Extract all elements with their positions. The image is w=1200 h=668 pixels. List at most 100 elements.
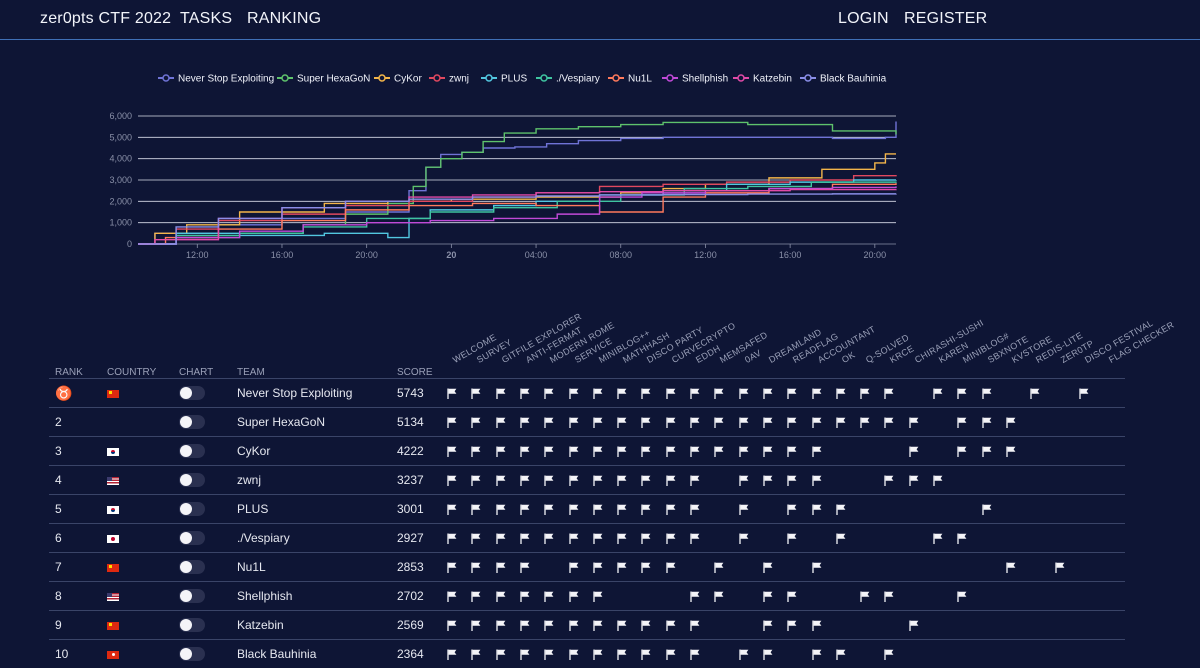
solved-flag-icon: [666, 475, 676, 486]
solved-flag-icon: [544, 649, 554, 660]
solved-flag-icon: [690, 388, 700, 399]
solved-flag-icon: [495, 533, 505, 544]
solved-flag-icon: [593, 591, 603, 602]
solved-flag-icon: [617, 533, 627, 544]
chart-toggle[interactable]: [179, 560, 205, 575]
legend-label: ./Vespiary: [556, 74, 600, 85]
y-tick-label: 3,000: [109, 175, 132, 185]
solved-flag-icon: [495, 504, 505, 515]
chart-toggle[interactable]: [179, 386, 205, 401]
solved-flag-icon: [714, 417, 724, 428]
solved-flag-icon: [884, 649, 894, 660]
solved-flag-icon: [666, 504, 676, 515]
solved-flag-icon: [787, 388, 797, 399]
team-name[interactable]: PLUS: [231, 494, 391, 524]
y-axis: 0 1,000 2,000 3,000 4,000 5,000 6,000: [109, 111, 896, 249]
solved-flag-icon: [763, 620, 773, 631]
x-tick-label: 12:00: [186, 250, 209, 260]
solved-flag-icon: [690, 446, 700, 457]
legend-item[interactable]: Black Bauhinia: [800, 74, 887, 85]
solved-flag-icon: [447, 504, 457, 515]
nav-ranking[interactable]: RANKING: [247, 10, 322, 27]
solved-flag-icon: [1054, 562, 1064, 573]
legend-item[interactable]: Super HexaGoN: [277, 74, 370, 85]
solved-flag-icon: [763, 388, 773, 399]
y-tick-label: 0: [127, 239, 132, 249]
solved-flag-icon: [617, 649, 627, 660]
solved-flag-icon: [568, 562, 578, 573]
x-tick-label: 16:00: [779, 250, 802, 260]
solved-flag-icon: [641, 504, 651, 515]
team-name[interactable]: CyKor: [231, 436, 391, 466]
solved-flag-icon: [1006, 562, 1016, 573]
chart-toggle-cell: [173, 378, 231, 408]
legend-item[interactable]: Nu1L: [608, 74, 652, 85]
chart-toggle[interactable]: [179, 531, 205, 546]
solved-flag-icon: [811, 562, 821, 573]
legend-item[interactable]: PLUS: [481, 74, 527, 85]
team-name[interactable]: Black Bauhinia: [231, 639, 391, 668]
chart-toggle[interactable]: [179, 415, 205, 430]
nav-register[interactable]: REGISTER: [904, 10, 988, 27]
solved-flag-icon: [520, 620, 530, 631]
solved-flag-icon: [787, 475, 797, 486]
solved-flag-icon: [641, 562, 651, 573]
chart-toggle[interactable]: [179, 502, 205, 517]
brand-link[interactable]: zer0pts CTF 2022: [40, 10, 172, 27]
solved-flag-icon: [568, 620, 578, 631]
solved-flag-icon: [544, 620, 554, 631]
chart-toggle[interactable]: [179, 444, 205, 459]
legend-item[interactable]: Never Stop Exploiting: [158, 74, 274, 85]
legend-item[interactable]: ./Vespiary: [536, 74, 600, 85]
rank-cell: 9: [49, 610, 101, 640]
chart-toggle-cell: [173, 523, 231, 553]
chart-toggle-cell: [173, 436, 231, 466]
chart-toggle[interactable]: [179, 473, 205, 488]
solved-flag-icon: [520, 504, 530, 515]
solved-flag-icon: [957, 533, 967, 544]
solved-flag-icon: [617, 446, 627, 457]
team-name[interactable]: Shellphish: [231, 581, 391, 611]
header-score: SCORE: [397, 367, 433, 378]
team-name[interactable]: Never Stop Exploiting: [231, 378, 391, 408]
team-name[interactable]: Nu1L: [231, 552, 391, 582]
nav-login[interactable]: LOGIN: [838, 10, 889, 27]
solved-flag-icon: [690, 475, 700, 486]
legend-item[interactable]: CyKor: [374, 74, 422, 85]
team-name[interactable]: zwnj: [231, 465, 391, 495]
solved-flags: [443, 581, 1125, 611]
nav-tasks[interactable]: TASKS: [180, 10, 233, 27]
score-cell: 4222: [391, 436, 443, 466]
solved-flag-icon: [909, 620, 919, 631]
team-name[interactable]: Super HexaGoN: [231, 407, 391, 437]
team-name[interactable]: Katzebin: [231, 610, 391, 640]
chart-toggle-cell: [173, 581, 231, 611]
rank-cell: ♉: [49, 378, 101, 408]
legend-item[interactable]: Katzebin: [733, 74, 792, 85]
solved-flag-icon: [593, 388, 603, 399]
ranking-table: RANK COUNTRY CHART TEAM SCORE ♉ Never Sto…: [49, 357, 1125, 668]
solved-flag-icon: [666, 417, 676, 428]
table-row: 3 CyKor 4222: [49, 436, 1125, 466]
solved-flags: [443, 523, 1125, 553]
solved-flag-icon: [714, 446, 724, 457]
solved-flag-icon: [495, 649, 505, 660]
solved-flag-icon: [666, 533, 676, 544]
chart-toggle[interactable]: [179, 589, 205, 604]
chart-toggle[interactable]: [179, 618, 205, 633]
legend-marker: [666, 74, 674, 82]
legend-item[interactable]: Shellphish: [662, 74, 728, 85]
legend-item[interactable]: zwnj: [429, 74, 469, 85]
header-challenges: [443, 357, 1125, 379]
solved-flag-icon: [544, 533, 554, 544]
country-cell: [101, 639, 173, 668]
solved-flag-icon: [593, 417, 603, 428]
score-cell: 2364: [391, 639, 443, 668]
solved-flags: [443, 639, 1125, 668]
solved-flag-icon: [617, 388, 627, 399]
score-cell: 2702: [391, 581, 443, 611]
solved-flag-icon: [447, 388, 457, 399]
solved-flag-icon: [714, 388, 724, 399]
team-name[interactable]: ./Vespiary: [231, 523, 391, 553]
chart-toggle[interactable]: [179, 647, 205, 662]
